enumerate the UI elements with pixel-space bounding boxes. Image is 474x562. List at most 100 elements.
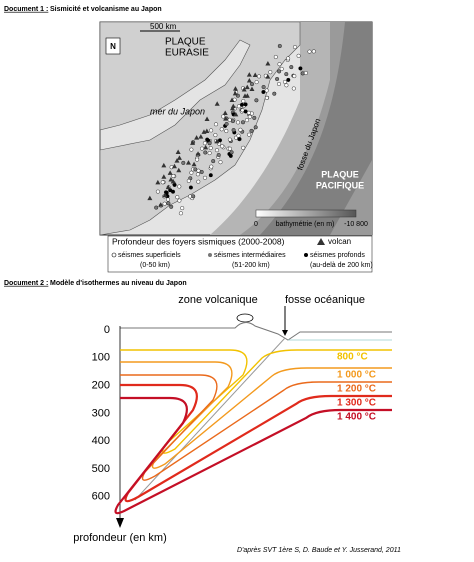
seismic-dot xyxy=(216,152,221,157)
seismic-dot xyxy=(247,132,252,137)
volcano xyxy=(190,140,196,145)
seismic-dot xyxy=(230,119,235,124)
seismic-dot xyxy=(178,211,183,216)
seismic-dot xyxy=(283,79,288,84)
seismic-dot xyxy=(293,45,298,50)
seismic-dot xyxy=(253,125,258,130)
volcano xyxy=(158,202,164,207)
seismic-dot xyxy=(254,80,259,85)
isotherm xyxy=(120,383,392,503)
seismic-dot xyxy=(214,148,219,153)
seismic-dot xyxy=(160,180,165,185)
isotherm-label: 1 400 °C xyxy=(337,412,376,423)
bathy-max: -10 800 xyxy=(344,221,368,228)
seismic-dot xyxy=(277,62,282,67)
legend-range: (51-200 km) xyxy=(232,262,270,269)
volcano xyxy=(165,184,171,190)
volcano xyxy=(249,86,255,92)
isotherms: 800 °C 1 000 °C 1 200 °C 1 300 °C 1 400 °C xyxy=(114,349,392,515)
seismic-dot xyxy=(273,55,278,60)
volcano xyxy=(232,86,238,91)
seismic-dot xyxy=(264,88,269,93)
volcano xyxy=(194,135,200,140)
seismic-dot xyxy=(155,189,160,194)
seismic-dot xyxy=(180,206,185,211)
seismic-dot xyxy=(207,141,212,146)
volcano xyxy=(198,134,204,139)
seismic-dot xyxy=(181,160,186,165)
seismic-dot xyxy=(307,49,312,54)
seismic-dot xyxy=(224,128,229,133)
seismic-dot xyxy=(303,70,308,75)
volcano xyxy=(229,97,235,102)
seismic-dot xyxy=(286,56,291,61)
seismic-dot xyxy=(243,102,248,107)
scale-label: 500 km xyxy=(150,22,177,31)
seismic-dot xyxy=(218,160,223,165)
volcano xyxy=(214,138,220,144)
seismic-dot xyxy=(292,74,297,79)
volcano xyxy=(246,72,252,77)
volcano xyxy=(242,93,248,98)
seismic-dot xyxy=(275,76,280,81)
depth-label: 300 xyxy=(92,407,110,419)
seismic-dot xyxy=(286,77,291,82)
volcano xyxy=(147,195,153,201)
volcano xyxy=(229,105,235,111)
seismic-dot xyxy=(254,98,259,103)
seismic-dot xyxy=(202,141,207,146)
seismic-dot xyxy=(277,69,282,74)
arrow-head xyxy=(282,330,288,336)
legend-icon xyxy=(111,252,117,258)
seismic-dot xyxy=(209,164,214,169)
seismic-dot xyxy=(237,136,242,141)
zone-label: zone volcanique xyxy=(178,294,258,306)
seismic-dot xyxy=(257,74,262,79)
seismic-dot xyxy=(261,84,266,89)
seismic-dot xyxy=(236,133,241,138)
seismic-dot xyxy=(199,169,204,174)
seismic-dot xyxy=(284,83,289,88)
volcano xyxy=(168,176,174,182)
seismic-dot xyxy=(272,91,277,96)
bathy-scale xyxy=(255,209,357,218)
plate-eurasia: EURASIE xyxy=(165,48,209,59)
volcano-icon xyxy=(317,238,325,245)
seismic-dot xyxy=(219,127,224,132)
volcano xyxy=(265,74,271,79)
seismic-dot xyxy=(220,144,225,149)
seismic-dot xyxy=(240,120,245,125)
legend-title: Profondeur des foyers sismiques (2000-20… xyxy=(112,236,285,246)
seismic-dot xyxy=(195,172,200,177)
volcano xyxy=(161,162,167,168)
seismic-dot xyxy=(171,173,176,178)
volcano xyxy=(195,151,201,156)
volcano xyxy=(176,167,182,173)
seismic-dot xyxy=(246,110,251,115)
seismic-dots xyxy=(147,44,316,216)
legend-range: (0-50 km) xyxy=(140,262,170,269)
volcano xyxy=(252,72,258,77)
volcano xyxy=(201,129,207,134)
legend-item: séismes profonds xyxy=(310,252,365,259)
isotherm-label: 1 200 °C xyxy=(337,384,376,395)
legend-volcano: volcan xyxy=(328,237,351,246)
volcano xyxy=(241,87,247,92)
seismic-dot xyxy=(213,133,218,138)
seismic-dot xyxy=(311,49,316,54)
seismic-dot xyxy=(268,70,273,75)
volcano xyxy=(161,174,167,179)
north-box xyxy=(105,37,121,55)
seismic-dot xyxy=(208,145,213,150)
seismic-dot xyxy=(217,138,222,143)
isotherm-label: 1 000 °C xyxy=(337,370,376,381)
isotherm-label: 1 300 °C xyxy=(337,398,376,409)
seismic-dot xyxy=(162,201,167,206)
credit: D'après SVT 1ère S, D. Baude et Y. Jusse… xyxy=(237,547,401,554)
volcano xyxy=(174,158,180,163)
depth-label: 100 xyxy=(92,352,110,364)
seismic-dot xyxy=(211,159,216,164)
trench-zone xyxy=(260,22,372,235)
volcano xyxy=(233,111,239,117)
